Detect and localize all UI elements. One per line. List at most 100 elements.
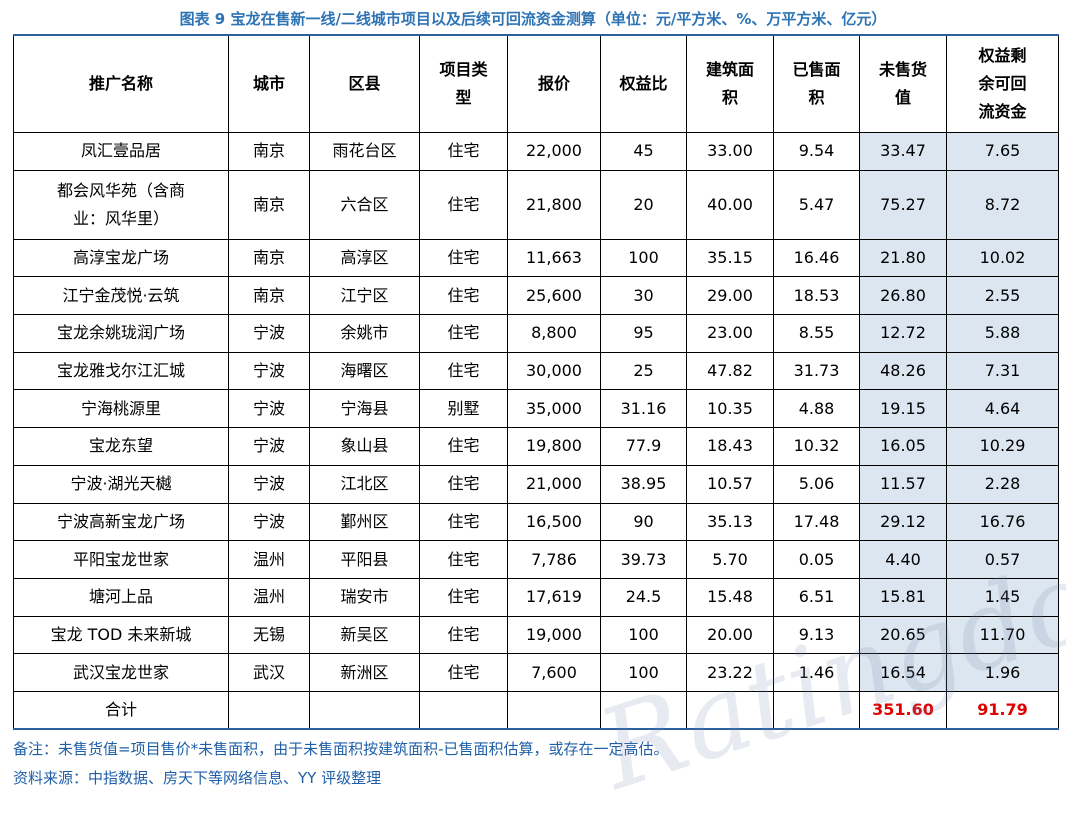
header-cell: 区县 <box>309 34 420 133</box>
table-row: 宝龙 TOD 未来新城 无锡 新吴区 住宅 19,000 100 20.00 9.13 20.6… <box>13 615 1059 655</box>
cell: 25,600 <box>507 276 601 316</box>
cell: 南京 <box>228 276 310 316</box>
table-body: 凤汇壹品居 南京 雨花台区 住宅 22,000 45 33.00 9.54 33.47 7.65 都… <box>13 132 1059 730</box>
cell: 1.46 <box>773 653 860 692</box>
note: 备注：未售货值=项目售价*未售面积，由于未售面积按建筑面积-已售面积估算，或存在… <box>13 740 669 758</box>
table-row: 宝龙雅戈尔江汇城 宁波 海曙区 住宅 30,000 25 47.82 31.73 48.26 7.… <box>13 351 1059 391</box>
cell: 无锡 <box>228 615 310 655</box>
cell: 8.72 <box>946 169 1059 240</box>
cell: 7,600 <box>507 653 601 692</box>
cell: 宁波 <box>228 502 310 542</box>
cell: 19,000 <box>507 615 601 655</box>
cell: 江宁区 <box>309 276 420 316</box>
cell: 47.82 <box>686 351 774 391</box>
cell: 35.13 <box>686 502 774 542</box>
cell: 住宅 <box>419 351 508 391</box>
cell: 75.27 <box>859 169 947 240</box>
cell: 23.22 <box>686 653 774 692</box>
header-cell: 城市 <box>228 34 310 133</box>
cell: 住宅 <box>419 615 508 655</box>
table-row: 宁波·湖光天樾 宁波 江北区 住宅 21,000 38.95 10.57 5.06 11.57 2… <box>13 464 1059 504</box>
table-row: 江宁金茂悦·云筑 南京 江宁区 住宅 25,600 30 29.00 18.53 26.80 2.… <box>13 276 1059 316</box>
cell: 新洲区 <box>309 653 420 692</box>
cell: 4.64 <box>946 389 1059 429</box>
cell: 4.40 <box>859 540 947 579</box>
cell: 18.53 <box>773 276 860 316</box>
table-row: 武汉宝龙世家 武汉 新洲区 住宅 7,600 100 23.22 1.46 16.54 1.96 <box>13 653 1059 692</box>
cell: 26.80 <box>859 276 947 316</box>
header-cell: 报价 <box>507 34 601 133</box>
cell: 宝龙 TOD 未来新城 <box>13 615 229 655</box>
cell: 15.81 <box>859 577 947 617</box>
cell: 100 <box>600 653 687 692</box>
table-row: 宁波高新宝龙广场 宁波 鄞州区 住宅 16,500 90 35.13 17.48 29.12 16… <box>13 502 1059 542</box>
cell: 温州 <box>228 577 310 617</box>
cell: 7.31 <box>946 351 1059 391</box>
cell: 4.88 <box>773 389 860 429</box>
cell: 15.48 <box>686 577 774 617</box>
cell: 住宅 <box>419 169 508 240</box>
cell: 90 <box>600 502 687 542</box>
cell: 都会风华苑（含商 业：风华里） <box>13 169 229 240</box>
cell: 8.55 <box>773 314 860 353</box>
cell: 高淳宝龙广场 <box>13 238 229 278</box>
total-equity: 91.79 <box>946 690 1059 730</box>
cell: 宁波 <box>228 464 310 504</box>
title: 图表 9 宝龙在售新一线/二线城市项目以及后续可回流资金测算（单位：元/平方米、… <box>179 10 887 28</box>
cell: 宝龙余姚珑润广场 <box>13 314 229 353</box>
cell: 8,800 <box>507 314 601 353</box>
cell: 11.57 <box>859 464 947 504</box>
cell: 16.46 <box>773 238 860 278</box>
cell: 宁海桃源里 <box>13 389 229 429</box>
cell: 住宅 <box>419 427 508 466</box>
table-row: 凤汇壹品居 南京 雨花台区 住宅 22,000 45 33.00 9.54 33.47 7.65 <box>13 132 1059 171</box>
empty-cell <box>600 690 687 730</box>
cell: 住宅 <box>419 540 508 579</box>
cell: 21.80 <box>859 238 947 278</box>
cell: 塘河上品 <box>13 577 229 617</box>
cell: 16.05 <box>859 427 947 466</box>
cell: 10.02 <box>946 238 1059 278</box>
cell: 19.15 <box>859 389 947 429</box>
cell: 11.70 <box>946 615 1059 655</box>
cell: 20 <box>600 169 687 240</box>
header-cell: 推广名称 <box>13 34 229 133</box>
cell: 宝龙东望 <box>13 427 229 466</box>
cell: 10.32 <box>773 427 860 466</box>
empty-cell <box>686 690 774 730</box>
cell: 宝龙雅戈尔江汇城 <box>13 351 229 391</box>
cell: 10.29 <box>946 427 1059 466</box>
source: 资料来源：中指数据、房天下等网络信息、YY 评级整理 <box>13 769 382 787</box>
empty-cell <box>309 690 420 730</box>
cell: 11,663 <box>507 238 601 278</box>
cell: 住宅 <box>419 577 508 617</box>
total-label: 合计 <box>13 690 229 730</box>
cell: 住宅 <box>419 464 508 504</box>
cell: 南京 <box>228 132 310 171</box>
cell: 宁波高新宝龙广场 <box>13 502 229 542</box>
cell: 16.54 <box>859 653 947 692</box>
cell: 武汉 <box>228 653 310 692</box>
cell: 29.00 <box>686 276 774 316</box>
cell: 宁波 <box>228 314 310 353</box>
cell: 48.26 <box>859 351 947 391</box>
cell: 22,000 <box>507 132 601 171</box>
cell: 住宅 <box>419 502 508 542</box>
cell: 象山县 <box>309 427 420 466</box>
cell: 南京 <box>228 169 310 240</box>
cell: 19,800 <box>507 427 601 466</box>
cell: 100 <box>600 238 687 278</box>
cell: 0.05 <box>773 540 860 579</box>
cell: 25 <box>600 351 687 391</box>
cell: 7,786 <box>507 540 601 579</box>
cell: 凤汇壹品居 <box>13 132 229 171</box>
cell: 住宅 <box>419 238 508 278</box>
table-row: 宝龙东望 宁波 象山县 住宅 19,800 77.9 18.43 10.32 16.05 10.2… <box>13 427 1059 466</box>
cell: 六合区 <box>309 169 420 240</box>
cell: 40.00 <box>686 169 774 240</box>
cell: 海曙区 <box>309 351 420 391</box>
cell: 21,800 <box>507 169 601 240</box>
cell: 江宁金茂悦·云筑 <box>13 276 229 316</box>
table-row: 宁海桃源里 宁波 宁海县 别墅 35,000 31.16 10.35 4.88 19.15 4.6… <box>13 389 1059 429</box>
